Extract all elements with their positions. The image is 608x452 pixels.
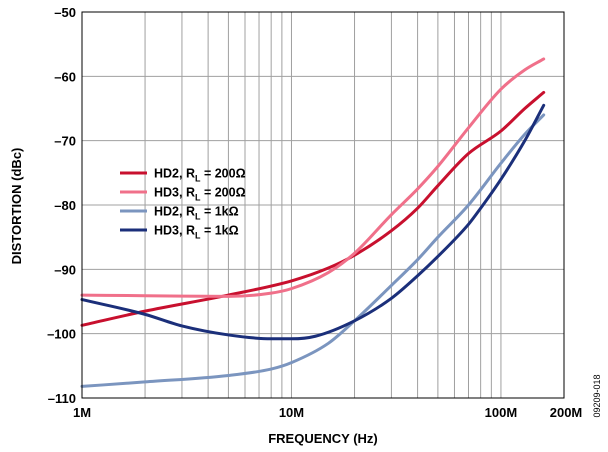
y-tick-label: –110 — [48, 391, 76, 406]
y-tick-label: –50 — [54, 5, 76, 20]
x-tick-label: 10M — [279, 405, 304, 420]
series-lines — [80, 57, 546, 388]
x-axis-title: FREQUENCY (Hz) — [268, 431, 378, 446]
y-tick-label: –60 — [54, 69, 76, 84]
series-line-2 — [80, 57, 546, 298]
y-tick-label: –70 — [54, 134, 76, 149]
grid-lines — [82, 12, 564, 398]
legend-label: HD2, RL = 1kΩ — [154, 205, 239, 222]
legend-label: HD3, RL = 200Ω — [154, 186, 246, 203]
y-tick-label: –80 — [54, 198, 76, 213]
legend-label: HD2, RL = 200Ω — [154, 167, 246, 184]
series-line-1 — [80, 90, 546, 327]
figure-id: 09209-018 — [592, 374, 602, 417]
y-tick-label: –90 — [54, 262, 76, 277]
y-tick-labels: –50 –60 –70 –80 –90 –100 –110 — [47, 5, 76, 406]
y-axis-title: DISTORTION (dBc) — [9, 148, 24, 265]
legend: HD2, RL = 200Ω HD3, RL = 200Ω HD2, RL = 1k… — [120, 167, 246, 241]
x-tick-label: 1M — [73, 405, 91, 420]
y-tick-label: –100 — [47, 327, 76, 342]
series-line-4 — [80, 103, 546, 341]
plot-frame — [81, 11, 565, 399]
series-line-3 — [80, 113, 546, 388]
x-tick-label: 200M — [550, 405, 583, 420]
x-tick-label: 100M — [485, 405, 518, 420]
x-tick-labels: 1M 10M 100M 200M — [73, 405, 582, 420]
legend-label: HD3, RL = 1kΩ — [154, 224, 239, 241]
